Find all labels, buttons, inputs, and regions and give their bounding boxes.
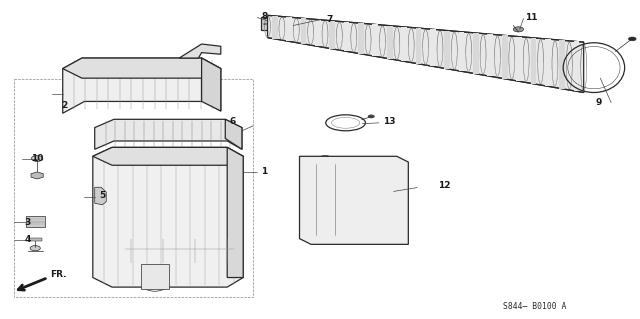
Polygon shape [95, 119, 242, 149]
Polygon shape [141, 264, 169, 289]
Polygon shape [227, 147, 243, 278]
Text: FR.: FR. [50, 271, 67, 279]
Text: 8: 8 [261, 12, 268, 21]
Circle shape [30, 246, 40, 251]
Polygon shape [63, 58, 221, 78]
Text: S844– B0100 A: S844– B0100 A [502, 302, 566, 311]
Polygon shape [559, 40, 565, 89]
Text: 7: 7 [326, 15, 333, 24]
Text: 11: 11 [525, 13, 538, 22]
Polygon shape [401, 27, 407, 61]
Polygon shape [344, 22, 349, 51]
Polygon shape [473, 33, 479, 74]
Polygon shape [272, 16, 278, 39]
Polygon shape [268, 15, 584, 93]
Polygon shape [516, 37, 522, 81]
Polygon shape [300, 156, 408, 244]
Polygon shape [430, 29, 436, 66]
Polygon shape [26, 216, 45, 227]
Circle shape [628, 37, 636, 41]
Polygon shape [330, 21, 335, 49]
Polygon shape [301, 19, 307, 44]
Polygon shape [286, 17, 292, 41]
Text: 6: 6 [229, 117, 236, 126]
Polygon shape [63, 58, 221, 113]
Polygon shape [202, 58, 221, 111]
Text: 13: 13 [383, 117, 396, 126]
Polygon shape [387, 26, 392, 59]
Polygon shape [545, 39, 550, 86]
Text: 5: 5 [99, 191, 106, 200]
Polygon shape [415, 28, 421, 64]
Circle shape [31, 156, 43, 161]
Circle shape [320, 155, 330, 160]
Polygon shape [261, 17, 268, 30]
Polygon shape [358, 23, 364, 54]
Text: 3: 3 [24, 218, 31, 227]
Circle shape [368, 115, 374, 118]
Polygon shape [93, 147, 243, 165]
Polygon shape [372, 25, 378, 56]
Polygon shape [95, 187, 106, 205]
Circle shape [513, 27, 524, 32]
Polygon shape [179, 44, 221, 58]
Polygon shape [488, 34, 493, 76]
Text: 1: 1 [261, 167, 268, 176]
Polygon shape [225, 119, 242, 149]
Polygon shape [93, 147, 243, 287]
Polygon shape [573, 41, 579, 91]
Polygon shape [531, 38, 536, 84]
Polygon shape [29, 238, 42, 241]
Text: 10: 10 [31, 154, 43, 163]
Text: 9: 9 [595, 98, 602, 107]
Polygon shape [444, 31, 450, 69]
Polygon shape [31, 172, 44, 179]
Polygon shape [315, 19, 321, 46]
Text: 2: 2 [61, 101, 67, 110]
Polygon shape [459, 32, 465, 71]
Polygon shape [502, 35, 508, 79]
Text: 12: 12 [438, 181, 451, 190]
Text: 4: 4 [24, 235, 31, 244]
